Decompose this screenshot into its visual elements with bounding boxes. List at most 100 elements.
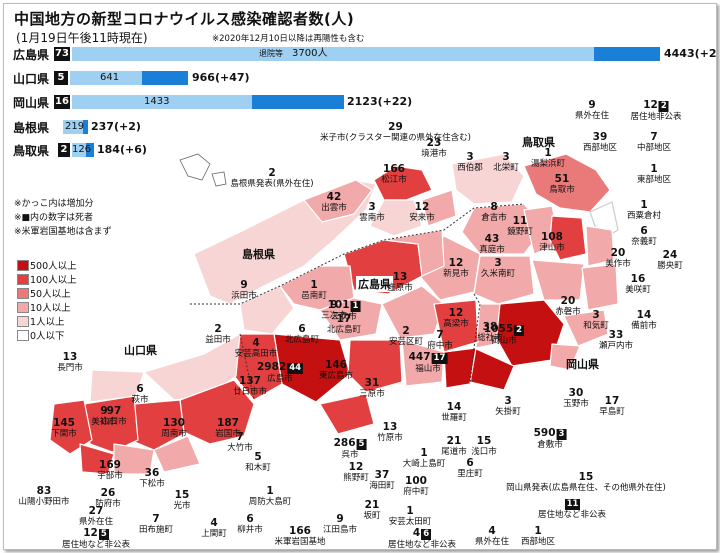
legend-swatch (17, 302, 29, 313)
region-name: 下松市 (139, 479, 165, 489)
region-annotation: 187 岩国市 (215, 418, 241, 440)
region-count: 3 (494, 257, 502, 269)
region-count: 166 (383, 163, 405, 175)
region-name: 和気町 (583, 321, 609, 331)
region-name: 倉敷市 (537, 440, 563, 450)
region-count: 38 (482, 321, 498, 333)
region-name: 倉吉市 (481, 213, 507, 223)
region-count: 43 (484, 233, 500, 245)
region-count: 4 (488, 525, 496, 537)
region-annotation: 11 鏡野町 (507, 216, 533, 238)
note: ※かっこ内は増加分 (14, 199, 94, 209)
region-count: 13 (392, 271, 408, 283)
region-count: 15 (476, 435, 492, 447)
bar-light-prefix: 退院等 (259, 49, 283, 58)
region-annotation: 2 島根県発表(県外在住) (230, 168, 313, 190)
region-name: 大崎上島町 (402, 459, 446, 469)
region-annotation: 31 三原市 (359, 378, 385, 400)
region-count: 1 (650, 163, 658, 175)
region-annotation: 7 田布施町 (139, 514, 173, 536)
region-death-count: 3 (556, 429, 567, 440)
region-kudamatsu (153, 435, 201, 473)
infographic-frame: 中国地方の新型コロナウイルス感染確認者数(人) (1月19日午後11時現在) ※… (3, 3, 717, 550)
region-annotation: 1 邑南町 (301, 280, 327, 302)
region-name: 熊野町 (343, 473, 369, 483)
region-annotation: 6 奈義町 (631, 226, 657, 248)
region-name: 上関町 (201, 529, 227, 539)
region-annotation: 3 和気町 (583, 310, 609, 332)
region-name: 東広島市 (318, 371, 354, 381)
region-name: 真庭市 (479, 245, 505, 255)
region-count: 100 (405, 475, 427, 487)
bar-recovered (72, 47, 594, 61)
region-name: 県外在住 (574, 111, 610, 121)
region-name: 広島市 (267, 374, 293, 384)
region-count: 7 (436, 329, 444, 341)
region-count: 3 (502, 151, 510, 163)
region-count: 16 (630, 273, 646, 285)
region-annotation: 1 東部地区 (637, 164, 671, 186)
region-name: 府中町 (403, 487, 429, 497)
region-count: 31 (364, 377, 380, 389)
region-name: 安芸太田町 (388, 517, 432, 527)
region-count: 3 (466, 151, 474, 163)
bar-light-value: 126 (72, 144, 92, 155)
bar-light-value: 219 (65, 121, 85, 132)
region-annotation: 6 里庄町 (457, 458, 483, 480)
region-count: 137 (239, 375, 261, 387)
region-count: 12 (448, 257, 464, 269)
region-annotation: 447 17 福山市 (409, 352, 448, 375)
legend-label: 1人以上 (30, 317, 65, 328)
region-unnan (369, 199, 423, 237)
region-annotation: 30 玉野市 (563, 388, 589, 410)
region-count: 4 (210, 517, 218, 529)
region-count: 166 (289, 525, 311, 537)
choropleth-map (49, 153, 619, 475)
region-name: 島根県発表(県外在住) (230, 179, 314, 189)
region-count: 17 (604, 395, 620, 407)
subtitle-note: ※2020年12月10日以降は再陽性も含む (212, 34, 365, 44)
pref-border (239, 333, 255, 401)
region-name: 尾道市 (441, 447, 467, 457)
region-name: 浅口市 (471, 447, 497, 457)
region-annotation: 42 出雲市 (321, 192, 347, 214)
region-annotation: 4 6 居住地など非公表 (388, 528, 456, 550)
region-name: 久米南町 (480, 269, 516, 279)
region-name: 益田市 (205, 335, 231, 345)
region-name: 柳井市 (237, 525, 263, 535)
region-annotation: 27 県外在住 (79, 506, 113, 528)
region-annotation: 108 津山市 (539, 232, 565, 254)
region-name: 岡山市 (491, 336, 517, 346)
region-name: 西部地区 (520, 537, 556, 547)
region-annotation: 24 勝央町 (657, 250, 683, 272)
region-count: 13 (382, 421, 398, 433)
region-name: 居住地非公表 (630, 112, 682, 122)
region-name: 三次市 (331, 312, 357, 322)
bar-active (252, 95, 344, 109)
region-maniwa (461, 203, 545, 255)
region-annotation: 9 美祢市 (91, 406, 117, 428)
region-count: 5 (254, 451, 262, 463)
region-count: 447 17 (408, 351, 448, 364)
region-name: 湯梨浜町 (530, 159, 566, 169)
region-name: 鳥取市 (549, 185, 575, 195)
bar-light-value: 1433 (144, 96, 170, 107)
region-annotation: 3 西伯郡 (457, 152, 483, 174)
region-nagato (89, 369, 145, 403)
bar-recovered (70, 71, 142, 85)
region-annotation: 6 萩市 (131, 384, 148, 406)
region-count: 9 (330, 299, 338, 311)
region-name: 下関市 (51, 429, 77, 439)
legend-swatch (17, 316, 29, 327)
region-annotation: 20 美作市 (605, 248, 631, 270)
region-name: 北広島町 (326, 325, 362, 335)
region-name: 美咲町 (625, 285, 651, 295)
region-annotation: 12 安来市 (409, 202, 435, 224)
region-annotation: 1055 2 岡山市 (484, 324, 525, 347)
bar-total: 237(+2) (91, 120, 141, 133)
region-death-count: 2 (658, 101, 669, 112)
bar-active (86, 143, 94, 157)
region-death-count: 1 (350, 301, 361, 312)
region-annotation: 3 北栄町 (493, 152, 519, 174)
region-name: 勝央町 (657, 261, 683, 271)
